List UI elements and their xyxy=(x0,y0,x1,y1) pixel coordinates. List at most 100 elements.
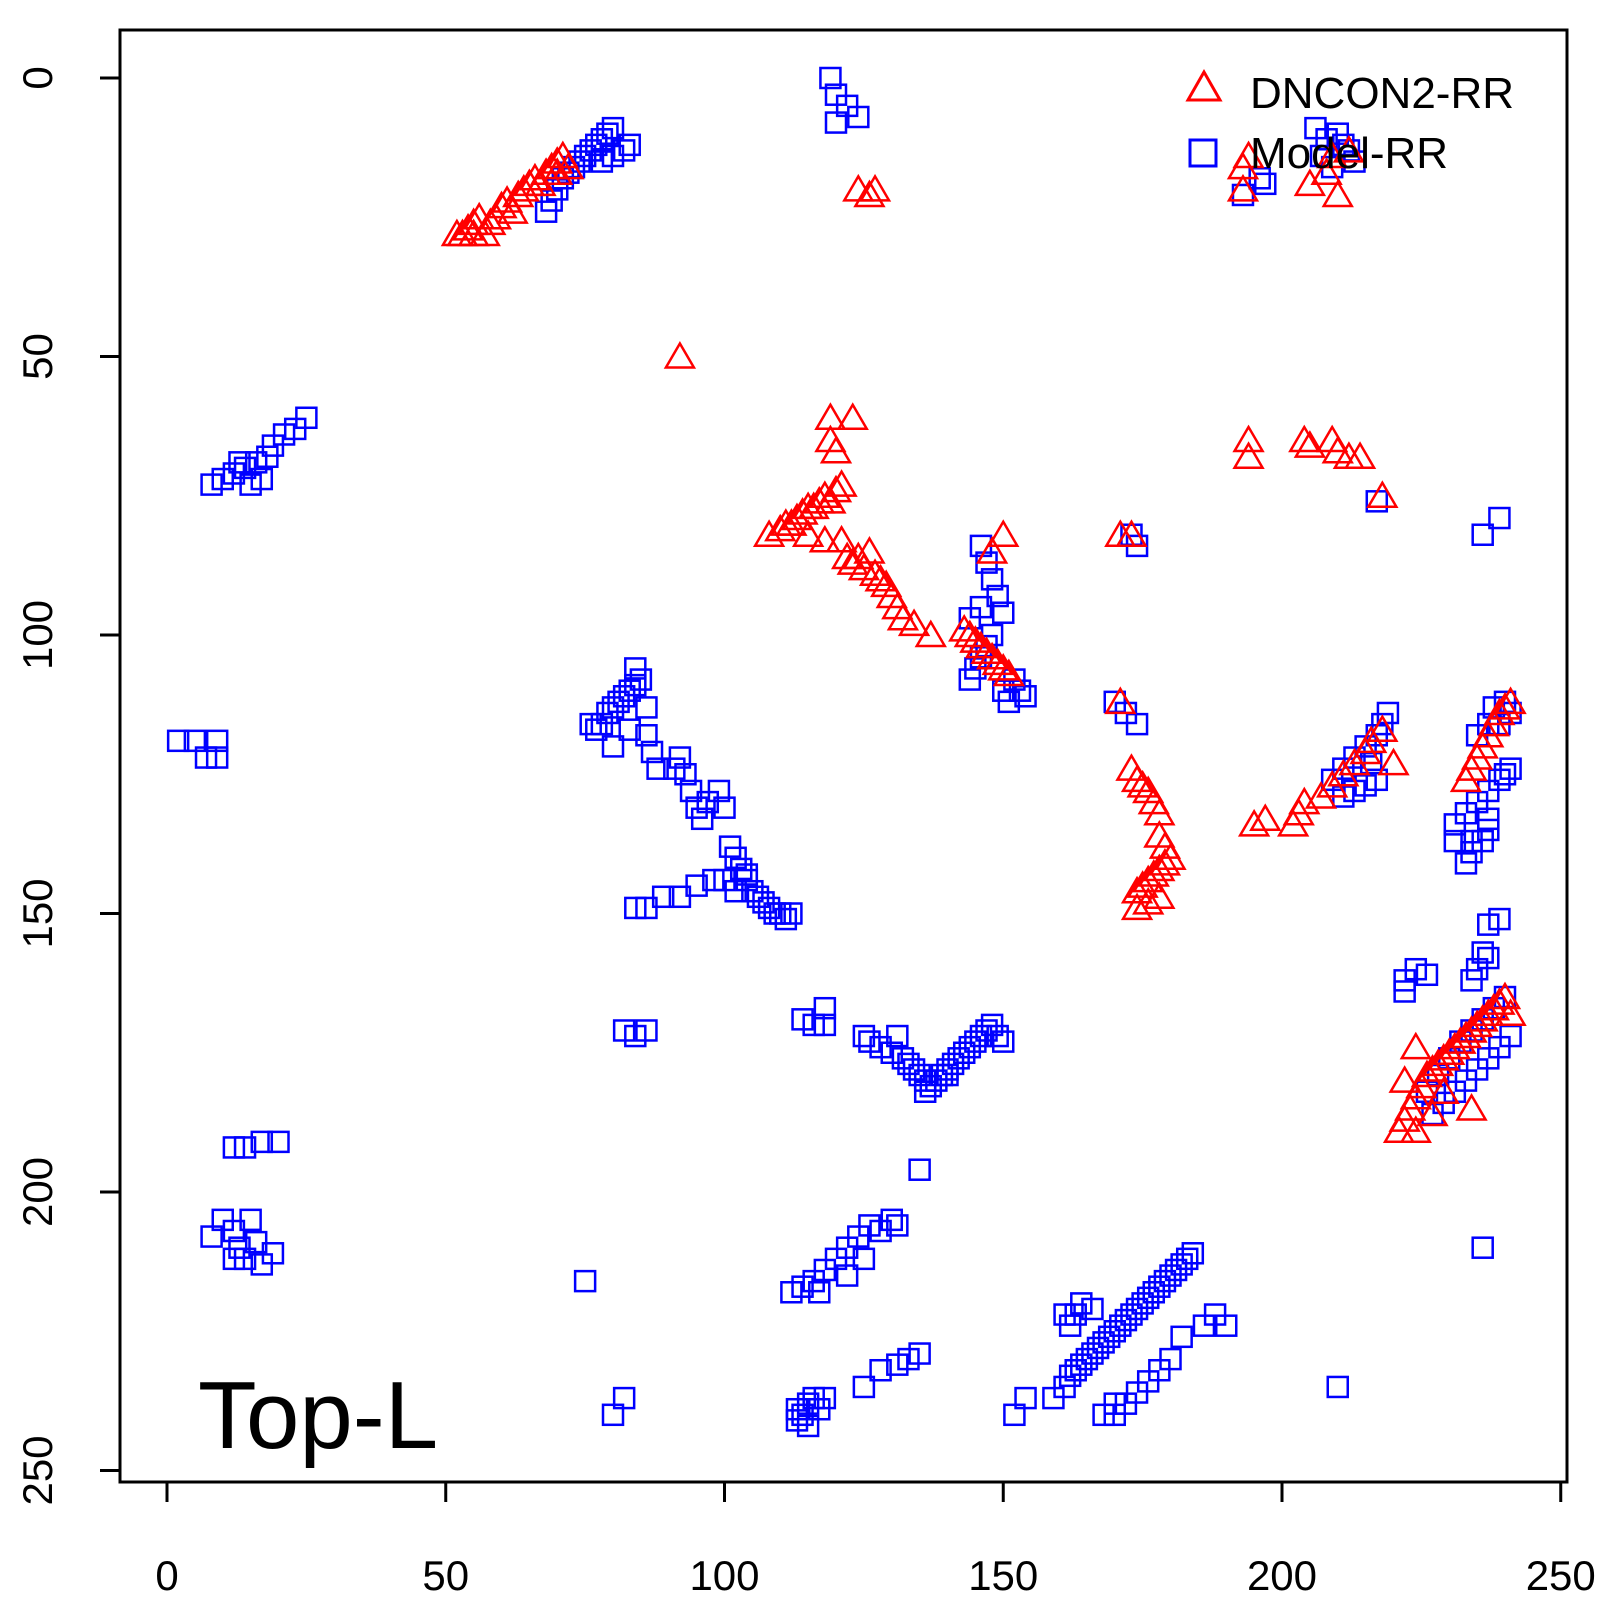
dncon2-rr-point xyxy=(552,151,585,180)
dncon2-rr-point xyxy=(1143,881,1176,910)
dncon2-rr-point xyxy=(1399,1031,1432,1060)
model-rr-point xyxy=(1365,768,1389,792)
dncon2-rr-point xyxy=(1143,853,1176,882)
dncon2-rr-point xyxy=(858,173,892,202)
model-rr-point xyxy=(735,863,759,886)
dncon2-rr-point xyxy=(970,636,1003,664)
legend-label-model-rr: Model-RR xyxy=(1250,129,1448,178)
model-rr-point xyxy=(1103,1392,1126,1415)
dncon2-rr-point xyxy=(959,625,992,653)
model-rr-point xyxy=(674,763,697,786)
dncon2-rr-point xyxy=(987,519,1020,547)
dncon2-rr-point xyxy=(1148,847,1182,876)
model-rr-point xyxy=(819,66,842,90)
legend-square-marker xyxy=(1188,138,1218,168)
model-rr-point xyxy=(986,1024,1009,1048)
model-rr-point xyxy=(813,1013,837,1037)
dncon2-rr-point xyxy=(1377,747,1410,776)
model-rr-point xyxy=(1175,1247,1199,1271)
model-rr-point xyxy=(1477,946,1500,970)
model-rr-point xyxy=(205,729,229,753)
annotation-label: Top-L xyxy=(198,1362,438,1469)
model-rr-point xyxy=(992,1030,1015,1053)
dncon2-rr-point xyxy=(1332,134,1366,163)
model-rr-point xyxy=(1488,907,1511,931)
dncon2-rr-point xyxy=(457,207,490,236)
model-rr-point xyxy=(228,451,251,474)
model-rr-point xyxy=(880,1208,903,1232)
model-rr-point xyxy=(205,746,229,769)
model-rr-point xyxy=(618,718,641,741)
x-tick-label: 50 xyxy=(422,1552,469,1599)
model-rr-point xyxy=(1376,701,1400,725)
dncon2-rr-point xyxy=(1455,1092,1488,1121)
dncon2-rr-point xyxy=(496,196,529,224)
model-rr-point xyxy=(980,568,1004,591)
y-tick-label: 100 xyxy=(14,600,61,670)
model-rr-point xyxy=(612,1386,636,1410)
model-rr-point xyxy=(992,679,1015,702)
dncon2-rr-point xyxy=(975,641,1009,670)
dncon2-rr-point xyxy=(1120,892,1154,921)
dncon2-rr-point xyxy=(1494,686,1527,715)
model-rr-point xyxy=(573,1269,597,1293)
model-rr-point xyxy=(612,139,636,162)
dncon2-rr-point xyxy=(836,402,869,431)
dncon2-rr-point xyxy=(808,524,842,553)
dncon2-rr-point xyxy=(1488,691,1522,720)
model-rr-point xyxy=(774,907,798,931)
model-rr-point xyxy=(1493,763,1517,786)
model-rr-point xyxy=(1181,1242,1205,1265)
model-rr-point xyxy=(852,1375,876,1399)
series-model-rr xyxy=(166,66,1522,1438)
model-rr-point xyxy=(1014,685,1037,708)
model-rr-point xyxy=(267,1130,290,1154)
model-rr-point xyxy=(1326,1375,1349,1399)
model-rr-point xyxy=(690,807,714,831)
dncon2-rr-point xyxy=(1120,764,1154,793)
x-tick-label: 250 xyxy=(1526,1552,1596,1599)
model-rr-point xyxy=(1254,172,1277,196)
model-rr-point xyxy=(1460,829,1483,853)
model-rr-point xyxy=(1081,1297,1104,1321)
model-rr-point xyxy=(261,1242,285,1265)
y-axis: 0 50 100 150 200 250 xyxy=(14,66,122,1506)
dncon2-rr-point xyxy=(1321,179,1354,208)
model-rr-point xyxy=(852,1247,876,1271)
dncon2-rr-point xyxy=(1232,441,1265,470)
model-rr-point xyxy=(707,779,731,803)
model-rr-point xyxy=(992,601,1015,624)
x-tick-label: 100 xyxy=(689,1552,759,1599)
model-rr-point xyxy=(1477,807,1500,831)
model-rr-point xyxy=(295,406,318,430)
dncon2-rr-point xyxy=(825,469,858,497)
dncon2-rr-point xyxy=(1232,140,1265,169)
model-rr-point xyxy=(908,1158,931,1181)
model-rr-point xyxy=(886,1024,909,1048)
model-rr-point xyxy=(1415,963,1439,987)
x-tick-label: 0 xyxy=(155,1552,178,1599)
dncon2-rr-point xyxy=(1237,808,1271,837)
model-rr-point xyxy=(596,122,619,145)
dncon2-rr-point xyxy=(1126,769,1159,798)
model-rr-point xyxy=(796,1414,820,1438)
dncon2-rr-point xyxy=(1249,803,1282,832)
dncon2-rr-point xyxy=(1232,424,1265,453)
model-rr-point xyxy=(1471,941,1494,964)
model-rr-point xyxy=(222,1247,246,1271)
dncon2-rr-point xyxy=(1483,987,1516,1015)
model-rr-point xyxy=(250,1130,274,1154)
dncon2-rr-point xyxy=(914,619,947,648)
dncon2-rr-point xyxy=(987,652,1020,681)
model-rr-point xyxy=(239,1208,262,1232)
x-tick-label: 150 xyxy=(968,1552,1038,1599)
model-rr-point xyxy=(1499,1024,1522,1048)
model-rr-point xyxy=(651,885,675,909)
legend: DNCON2-RR Model-RR xyxy=(1185,68,1514,178)
dncon2-rr-point xyxy=(663,341,697,369)
model-rr-point xyxy=(635,724,658,747)
model-rr-point xyxy=(936,1063,959,1087)
dncon2-rr-point xyxy=(858,558,892,586)
model-rr-point xyxy=(601,735,625,758)
series-dncon2-rr xyxy=(440,134,1527,1143)
